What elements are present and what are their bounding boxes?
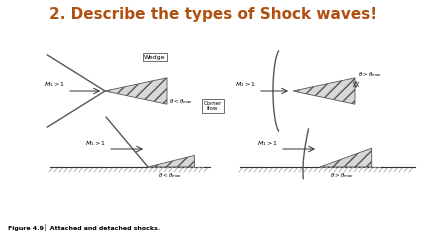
Text: Corner
flow: Corner flow (204, 101, 222, 111)
Text: 2. Describe the types of Shock waves!: 2. Describe the types of Shock waves! (49, 7, 377, 22)
Polygon shape (148, 155, 195, 167)
Text: $\theta > \theta_{max}$: $\theta > \theta_{max}$ (330, 171, 354, 180)
Text: $\theta < \theta_{max}$: $\theta < \theta_{max}$ (158, 171, 182, 180)
Polygon shape (105, 78, 167, 104)
Text: Wedge: Wedge (144, 54, 166, 60)
Text: $M_1 > 1$: $M_1 > 1$ (235, 80, 256, 89)
Text: $M_1 > 1$: $M_1 > 1$ (43, 80, 65, 89)
Polygon shape (293, 78, 355, 104)
Polygon shape (320, 148, 371, 167)
Text: $\theta > \theta_{max}$: $\theta > \theta_{max}$ (358, 70, 382, 79)
Text: Figure 4.9│ Attached and detached shocks.: Figure 4.9│ Attached and detached shocks… (8, 224, 160, 231)
Text: $M_1 > 1$: $M_1 > 1$ (256, 139, 278, 148)
Text: $M_1 > 1$: $M_1 > 1$ (85, 139, 106, 148)
Text: $\theta < \theta_{max}$: $\theta < \theta_{max}$ (169, 97, 193, 106)
